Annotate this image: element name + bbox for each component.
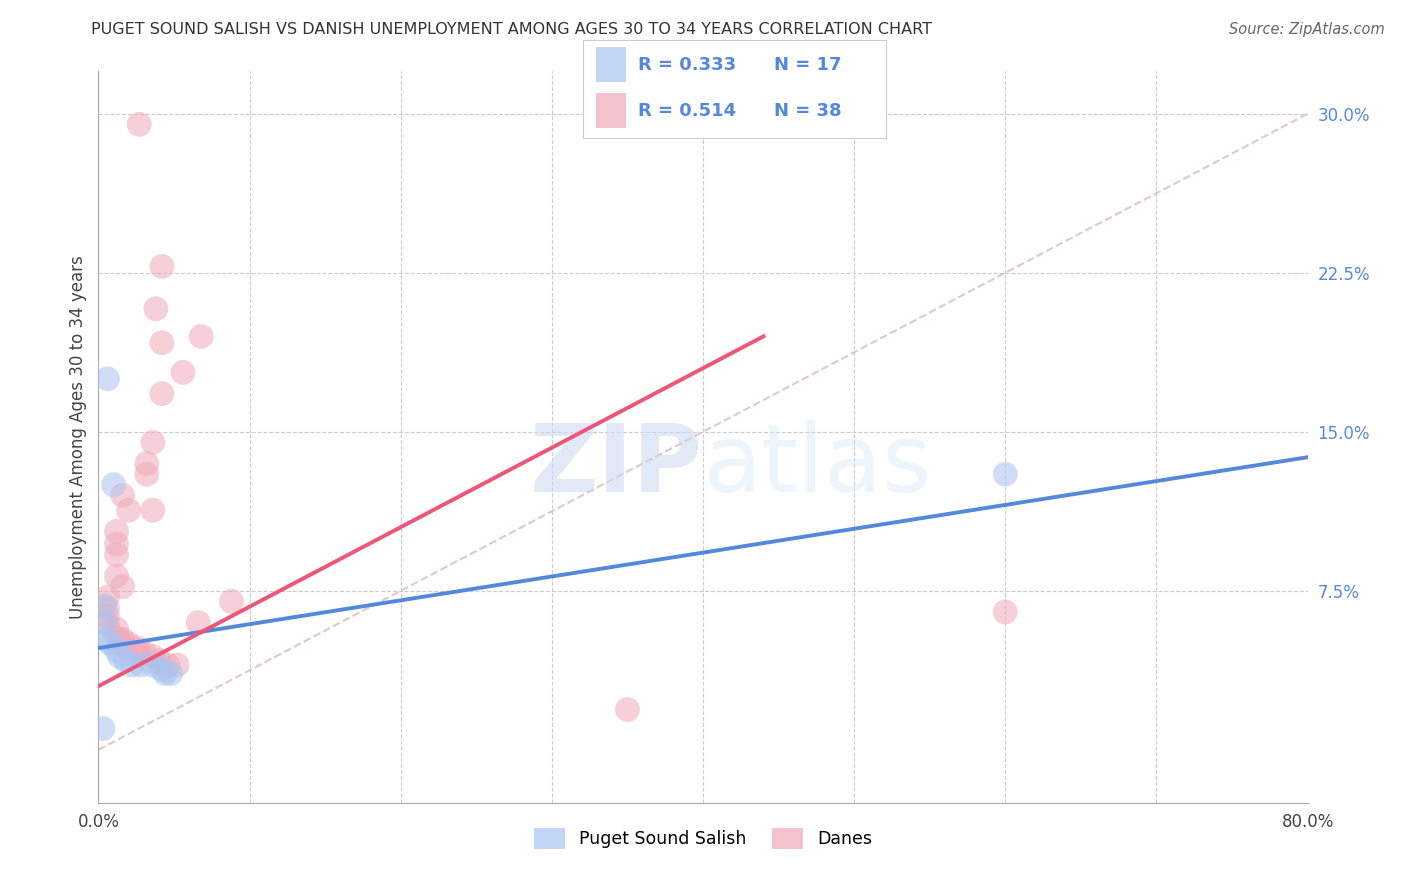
Point [105,622,128,636]
Point [96,600,118,615]
Point [114,654,136,668]
Point [132,645,155,659]
Point [142,658,165,673]
Point [129,658,152,673]
Point [148,654,170,668]
Legend: Puget Sound Salish, Danes: Puget Sound Salish, Danes [527,822,879,856]
Point [105,569,128,583]
Point [91,722,114,736]
Point [93,615,115,630]
Point [156,658,179,673]
Point [111,637,134,651]
Point [111,632,134,647]
Point [128,117,150,131]
Point [153,666,176,681]
Point [96,617,118,632]
Y-axis label: Unemployment Among Ages 30 to 34 years: Unemployment Among Ages 30 to 34 years [69,255,87,619]
Point [190,329,212,343]
Point [166,658,188,673]
Point [142,435,165,450]
Point [150,335,173,350]
Point [127,645,149,659]
Point [142,649,165,664]
Bar [596,47,626,82]
Point [221,594,243,608]
Text: PUGET SOUND SALISH VS DANISH UNEMPLOYMENT AMONG AGES 30 TO 34 YEARS CORRELATION : PUGET SOUND SALISH VS DANISH UNEMPLOYMEN… [91,22,932,37]
Point [105,524,128,539]
Point [187,615,209,630]
Point [96,632,118,647]
Point [111,580,134,594]
Point [150,662,173,676]
Point [96,609,118,624]
Bar [596,93,626,128]
Point [96,372,118,386]
Point [100,637,122,651]
Point [135,457,157,471]
Text: ZIP: ZIP [530,420,703,512]
Point [127,640,149,655]
Text: R = 0.514: R = 0.514 [638,102,735,120]
Point [994,605,1017,619]
Point [105,643,128,657]
Point [105,631,128,645]
Point [118,637,141,651]
Point [616,702,638,716]
Point [994,467,1017,482]
Point [103,477,125,491]
Point [121,658,143,673]
Point [93,599,115,613]
Point [160,666,183,681]
Text: N = 38: N = 38 [773,102,842,120]
Point [135,467,157,482]
Text: atlas: atlas [703,420,931,512]
Point [172,366,194,380]
Point [111,488,134,502]
Point [105,537,128,551]
Point [142,503,165,517]
Point [96,590,118,604]
Text: N = 17: N = 17 [773,55,841,74]
Point [145,301,167,316]
Point [150,260,173,274]
Point [118,503,141,517]
Text: Source: ZipAtlas.com: Source: ZipAtlas.com [1229,22,1385,37]
Text: R = 0.333: R = 0.333 [638,55,735,74]
Point [150,386,173,401]
Point [108,649,131,664]
Point [105,548,128,562]
